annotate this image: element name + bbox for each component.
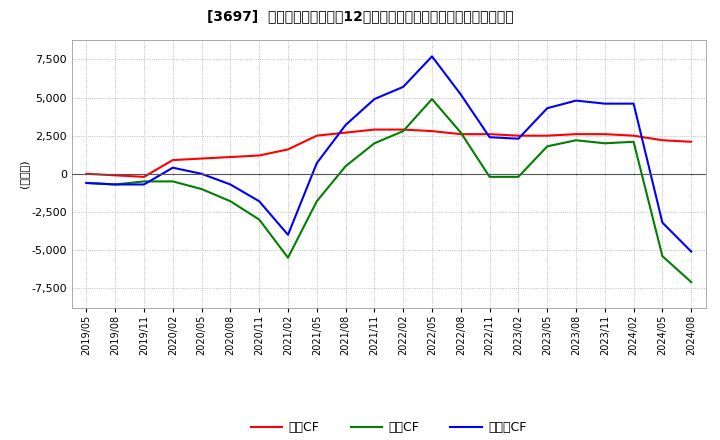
フリーCF [399, 84, 408, 89]
投資CF [82, 180, 91, 186]
フリーCF [428, 54, 436, 59]
フリーCF [82, 180, 91, 186]
フリーCF [255, 198, 264, 204]
営業CF [226, 154, 235, 160]
フリーCF [485, 135, 494, 140]
フリーCF [168, 165, 177, 170]
営業CF [687, 139, 696, 144]
フリーCF [370, 96, 379, 102]
フリーCF [140, 182, 148, 187]
営業CF [140, 174, 148, 180]
営業CF [600, 132, 609, 137]
フリーCF [312, 161, 321, 166]
フリーCF [111, 182, 120, 187]
投資CF [428, 96, 436, 102]
営業CF [485, 132, 494, 137]
投資CF [255, 217, 264, 222]
フリーCF [456, 92, 465, 97]
投資CF [226, 198, 235, 204]
投資CF [658, 253, 667, 259]
営業CF [111, 172, 120, 178]
投資CF [600, 141, 609, 146]
フリーCF [284, 232, 292, 238]
投資CF [456, 130, 465, 135]
営業CF [543, 133, 552, 138]
営業CF [341, 130, 350, 135]
営業CF [312, 133, 321, 138]
フリーCF [341, 122, 350, 128]
営業CF [197, 156, 206, 161]
投資CF [543, 144, 552, 149]
投資CF [370, 141, 379, 146]
フリーCF [600, 101, 609, 106]
営業CF [399, 127, 408, 132]
フリーCF [226, 182, 235, 187]
営業CF [82, 171, 91, 176]
営業CF [514, 133, 523, 138]
投資CF [284, 255, 292, 260]
投資CF [168, 179, 177, 184]
Line: フリーCF: フリーCF [86, 56, 691, 252]
投資CF [572, 138, 580, 143]
Line: 投資CF: 投資CF [86, 99, 691, 282]
営業CF [284, 147, 292, 152]
Legend: 営業CF, 投資CF, フリーCF: 営業CF, 投資CF, フリーCF [246, 416, 531, 439]
投資CF [111, 182, 120, 187]
フリーCF [514, 136, 523, 141]
フリーCF [543, 106, 552, 111]
Text: [3697]  キャッシュフローの12か月移動合計の対前年同期増減額の推移: [3697] キャッシュフローの12か月移動合計の対前年同期増減額の推移 [207, 9, 513, 23]
投資CF [140, 179, 148, 184]
投資CF [399, 128, 408, 134]
投資CF [341, 164, 350, 169]
営業CF [629, 133, 638, 138]
投資CF [485, 174, 494, 180]
投資CF [687, 279, 696, 285]
フリーCF [197, 171, 206, 176]
フリーCF [629, 101, 638, 106]
フリーCF [687, 249, 696, 254]
フリーCF [572, 98, 580, 103]
営業CF [428, 128, 436, 134]
投資CF [514, 174, 523, 180]
営業CF [370, 127, 379, 132]
フリーCF [658, 220, 667, 225]
営業CF [168, 158, 177, 163]
投資CF [197, 187, 206, 192]
投資CF [629, 139, 638, 144]
Line: 営業CF: 営業CF [86, 129, 691, 177]
投資CF [312, 198, 321, 204]
営業CF [456, 132, 465, 137]
営業CF [572, 132, 580, 137]
営業CF [658, 138, 667, 143]
営業CF [255, 153, 264, 158]
Y-axis label: (百万円): (百万円) [19, 159, 29, 188]
